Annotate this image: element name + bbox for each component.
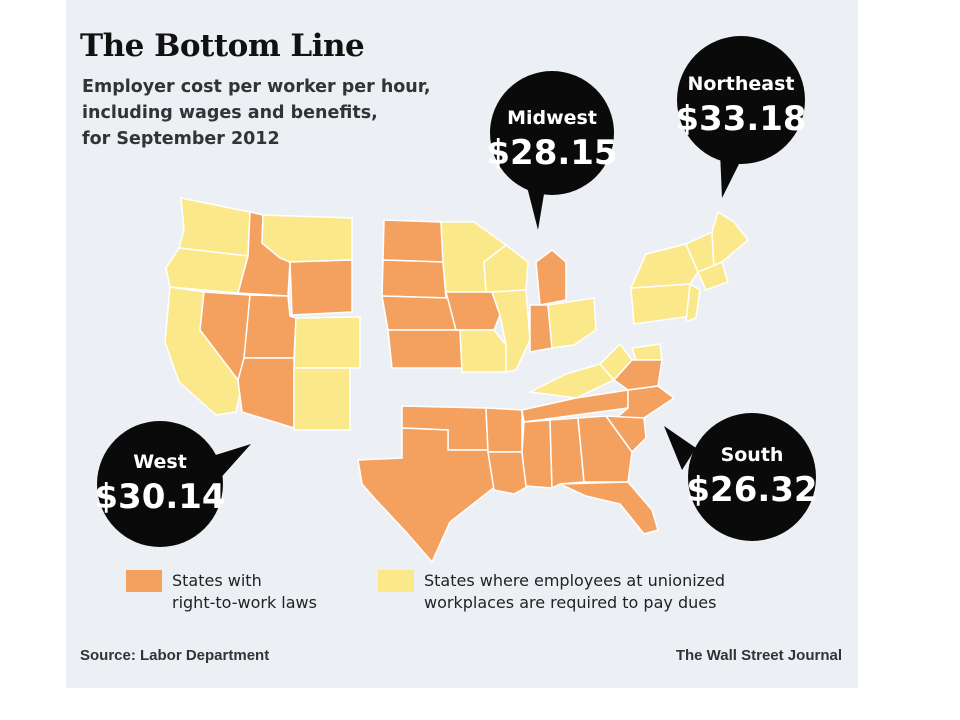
state-kansas [387, 329, 463, 369]
callout-midwest-name: Midwest [507, 107, 597, 129]
legend-swatch-right-to-work [126, 570, 162, 592]
state-pennsylvania [630, 283, 693, 325]
state-new-york [629, 243, 699, 289]
callout-west-name: West [133, 451, 187, 473]
state-colorado [293, 316, 361, 369]
callout-south: South $26.32 [664, 413, 818, 541]
state-mississippi [521, 419, 553, 489]
callout-northeast-value: $33.18 [675, 99, 806, 139]
callout-midwest-circle [490, 71, 614, 195]
callout-south-value: $26.32 [686, 470, 817, 510]
state-washington [178, 197, 251, 257]
midwest-region-map [381, 219, 597, 373]
state-north-dakota [382, 219, 444, 263]
source-note: Source: Labor Department [80, 647, 270, 664]
state-south-carolina [604, 415, 647, 454]
legend-line: right-to-work laws [172, 593, 317, 612]
state-new-mexico [293, 367, 351, 431]
state-virginia [612, 359, 663, 391]
callout-south-name: South [721, 444, 784, 466]
subtitle: Employer cost per worker per hour, inclu… [82, 74, 482, 152]
state-wyoming [289, 259, 353, 316]
state-oregon [165, 247, 249, 294]
state-iowa [445, 291, 501, 331]
south-region-map [357, 342, 676, 564]
callout-south-circle [688, 413, 816, 541]
state-utah [243, 294, 297, 359]
state-new-england-south [697, 260, 729, 291]
state-kentucky [527, 363, 616, 399]
callout-midwest: Midwest $28.15 [486, 71, 618, 230]
state-arkansas [485, 407, 523, 453]
legend-line: States with [172, 571, 262, 590]
state-montana [261, 214, 353, 263]
state-maryland-delaware [631, 343, 663, 361]
callout-west: West $30.14 [94, 421, 251, 547]
callout-midwest-value: $28.15 [486, 133, 617, 173]
callout-west-value: $30.14 [94, 477, 225, 517]
state-texas [357, 427, 497, 564]
legend-label-right-to-work: States with right-to-work laws [172, 570, 317, 614]
west-region-map [164, 197, 361, 431]
northeast-region-map [629, 210, 750, 325]
state-ohio [547, 297, 597, 349]
callout-west-circle [97, 421, 223, 547]
callout-northeast: Northeast $33.18 [675, 36, 807, 198]
subtitle-line: Employer cost per worker per hour, [82, 77, 431, 97]
legend-line: States where employees at unionized [424, 571, 726, 590]
state-arizona [237, 357, 295, 430]
state-georgia [577, 415, 633, 483]
us-regions-map: West $30.14 Midwest $28.15 Northeast $33… [94, 36, 818, 564]
state-new-jersey [685, 282, 701, 324]
callout-south-pointer [664, 426, 696, 470]
callout-northeast-circle [677, 36, 805, 164]
legend-line: workplaces are required to pay dues [424, 593, 717, 612]
callout-northeast-name: Northeast [687, 73, 794, 95]
state-florida [559, 481, 659, 535]
infographic-panel: West $30.14 Midwest $28.15 Northeast $33… [66, 0, 858, 688]
state-illinois [490, 289, 531, 373]
state-nebraska [381, 295, 457, 331]
legend-swatch-dues-required [378, 570, 414, 592]
page-title: The Bottom Line [80, 28, 365, 64]
state-missouri [459, 329, 507, 373]
state-michigan [535, 249, 567, 306]
legend-label-dues-required: States where employees at unionized work… [424, 570, 725, 614]
state-maine [711, 210, 750, 270]
subtitle-line: including wages and benefits, [82, 103, 378, 123]
state-south-dakota [381, 259, 447, 299]
publisher-credit: The Wall Street Journal [675, 647, 842, 664]
subtitle-line: for September 2012 [82, 129, 280, 149]
